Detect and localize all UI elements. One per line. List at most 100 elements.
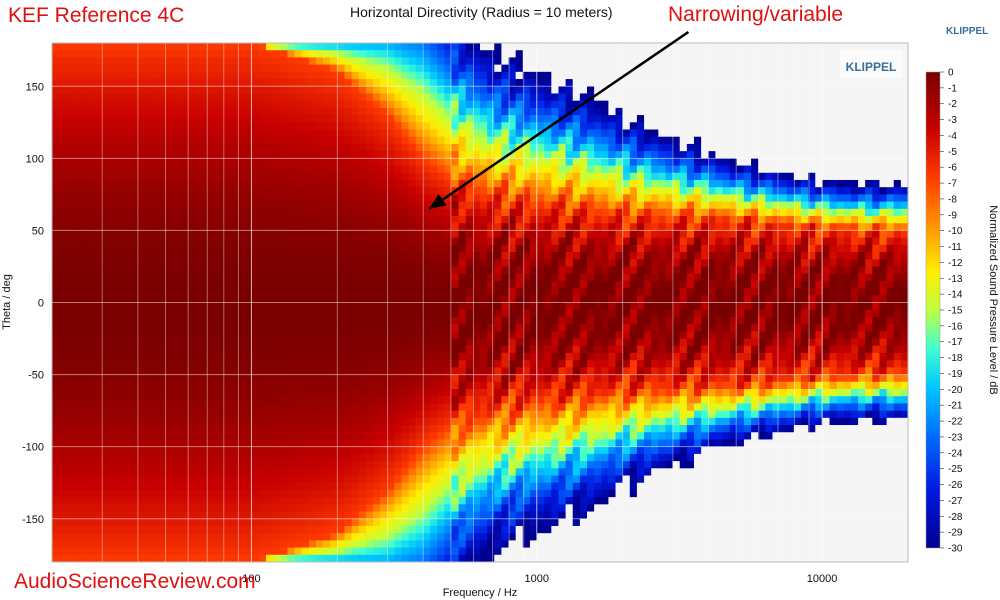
heatmap-cell (394, 288, 403, 296)
heatmap-cell (330, 425, 338, 433)
heatmap-cell (365, 367, 374, 376)
heatmap-cell (66, 489, 74, 498)
heatmap-cell (472, 208, 481, 217)
heatmap-cell (287, 208, 296, 217)
heatmap-cell (408, 309, 417, 318)
heatmap-cell (444, 165, 453, 174)
heatmap-cell (515, 244, 524, 253)
heatmap-cell (166, 360, 174, 368)
heatmap-cell (451, 511, 460, 520)
heatmap-cell (373, 396, 381, 405)
heatmap-cell (465, 417, 474, 426)
heatmap-cell (244, 533, 253, 541)
heatmap-cell (223, 237, 231, 246)
heatmap-cell (159, 122, 167, 131)
heatmap-cell (451, 252, 460, 260)
heatmap-cell (480, 50, 488, 59)
heatmap-cell (472, 374, 481, 383)
heatmap-cell (508, 79, 517, 87)
heatmap-cell (223, 396, 231, 405)
heatmap-cell (230, 540, 239, 549)
heatmap-cell (422, 417, 431, 426)
heatmap-cell (401, 187, 410, 195)
heatmap-cell (109, 453, 117, 462)
heatmap-cell (173, 252, 181, 260)
heatmap-cell (422, 165, 431, 174)
heatmap-cell (144, 389, 153, 397)
heatmap-cell (287, 425, 296, 433)
heatmap-cell (230, 345, 239, 354)
heatmap-cell (287, 172, 296, 181)
heatmap-cell (365, 100, 374, 109)
heatmap-cell (480, 360, 488, 368)
heatmap-cell (323, 158, 331, 167)
heatmap-cell (130, 43, 139, 51)
heatmap-cell (66, 446, 74, 455)
heatmap-cell (258, 331, 267, 340)
heatmap-cell (465, 237, 474, 246)
heatmap-cell (280, 324, 288, 332)
heatmap-cell (109, 194, 117, 203)
heatmap-cell (358, 547, 367, 556)
heatmap-cell (537, 295, 545, 304)
heatmap-cell (137, 122, 146, 131)
heatmap-cell (522, 504, 531, 513)
heatmap-cell (515, 540, 524, 549)
heatmap-cell (159, 259, 167, 268)
heatmap-cell (472, 252, 481, 260)
heatmap-cell (137, 115, 146, 123)
heatmap-cell (173, 115, 181, 123)
heatmap-cell (116, 518, 124, 527)
heatmap-cell (330, 338, 338, 347)
heatmap-cell (458, 302, 467, 311)
heatmap-cell (529, 100, 538, 109)
heatmap-cell (166, 230, 174, 239)
heatmap-cell (415, 432, 424, 441)
heatmap-cell (137, 100, 146, 109)
heatmap-cell (330, 187, 338, 195)
heatmap-cell (144, 237, 153, 246)
heatmap-cell (537, 410, 545, 419)
heatmap-cell (451, 432, 460, 441)
heatmap-cell (301, 107, 310, 116)
heatmap-cell (144, 172, 153, 181)
heatmap-cell (244, 511, 253, 520)
heatmap-cell (430, 237, 438, 246)
heatmap-cell (494, 352, 502, 361)
heatmap-cell (73, 93, 82, 102)
heatmap-cell (151, 64, 160, 73)
heatmap-cell (465, 316, 474, 325)
heatmap-cell (437, 547, 445, 556)
heatmap-cell (358, 122, 367, 131)
heatmap-cell (472, 360, 481, 368)
heatmap-cell (173, 425, 181, 433)
heatmap-cell (315, 389, 324, 397)
heatmap-cell (387, 187, 395, 195)
heatmap-cell (373, 143, 381, 152)
heatmap-cell (116, 533, 124, 541)
heatmap-cell (337, 93, 346, 102)
heatmap-cell (52, 143, 60, 152)
heatmap-cell (301, 374, 310, 383)
heatmap-cell (130, 331, 139, 340)
heatmap-cell (458, 475, 467, 484)
heatmap-cell (501, 461, 510, 469)
heatmap-cell (315, 179, 324, 188)
heatmap-cell (529, 439, 538, 448)
heatmap-cell (323, 475, 331, 484)
heatmap-cell (223, 360, 231, 368)
heatmap-cell (73, 259, 82, 268)
heatmap-cell (358, 143, 367, 152)
heatmap-cell (94, 115, 103, 123)
heatmap-cell (266, 360, 274, 368)
heatmap-cell (80, 122, 89, 131)
heatmap-cell (59, 43, 67, 51)
heatmap-cell (358, 244, 367, 253)
heatmap-cell (537, 324, 545, 332)
heatmap-cell (237, 57, 246, 66)
heatmap-cell (173, 446, 181, 455)
heatmap-cell (52, 230, 60, 239)
heatmap-cell (365, 280, 374, 289)
heatmap-cell (244, 497, 253, 505)
heatmap-cell (187, 122, 196, 131)
